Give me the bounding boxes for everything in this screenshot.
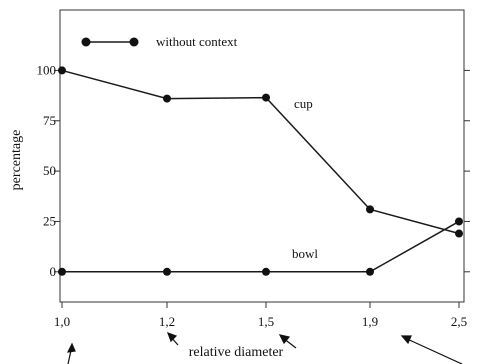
- series-group: [58, 66, 463, 276]
- y-tick-label: 25: [43, 213, 56, 228]
- x-tick-label: 1,0: [54, 314, 70, 329]
- data-point-bowl: [58, 267, 66, 276]
- data-point-bowl: [163, 267, 171, 276]
- x-tick-label: 2,5: [451, 314, 467, 329]
- legend-marker-right: [129, 37, 139, 47]
- data-point-bowl: [366, 267, 374, 276]
- x-axis-title: relative diameter: [189, 345, 284, 360]
- x-tick-label: 1,5: [258, 314, 274, 329]
- legend-marker-left: [81, 37, 91, 47]
- series-line-cup: [61, 69, 460, 235]
- legend-label: without context: [156, 34, 238, 49]
- y-tick-label: 0: [50, 264, 57, 279]
- series-line-bowl: [62, 220, 460, 273]
- x-tick-label: 1,2: [159, 314, 175, 329]
- series-label-cup: cup: [294, 96, 313, 111]
- arrow-2-head: [166, 331, 178, 343]
- arrow-3-head: [278, 334, 291, 345]
- data-point-bowl: [455, 217, 463, 226]
- data-point-cup: [366, 205, 374, 214]
- y-tick-label: 100: [37, 62, 57, 77]
- data-point-cup: [455, 229, 463, 238]
- arrow-1-head: [66, 342, 76, 353]
- plot-frame: [59, 9, 465, 303]
- data-point-cup: [163, 94, 171, 103]
- y-axis-title: percentage: [9, 130, 24, 191]
- data-point-cup: [262, 93, 270, 102]
- data-point-bowl: [262, 267, 270, 276]
- arrows-decoration: [66, 331, 463, 364]
- x-tick-label: 1,9: [362, 314, 378, 329]
- series-label-bowl: bowl: [292, 246, 318, 261]
- y-tick-label: 75: [43, 113, 56, 128]
- arrow-4: [404, 337, 463, 364]
- y-ticks: 0 25 50 75 100: [37, 62, 470, 279]
- y-tick-label: 50: [43, 163, 56, 178]
- x-ticks: 1,0 1,2 1,5 1,9 2,5: [54, 302, 467, 329]
- data-point-cup: [58, 66, 66, 75]
- legend: without context: [81, 34, 238, 49]
- arrow-4-head: [400, 335, 412, 345]
